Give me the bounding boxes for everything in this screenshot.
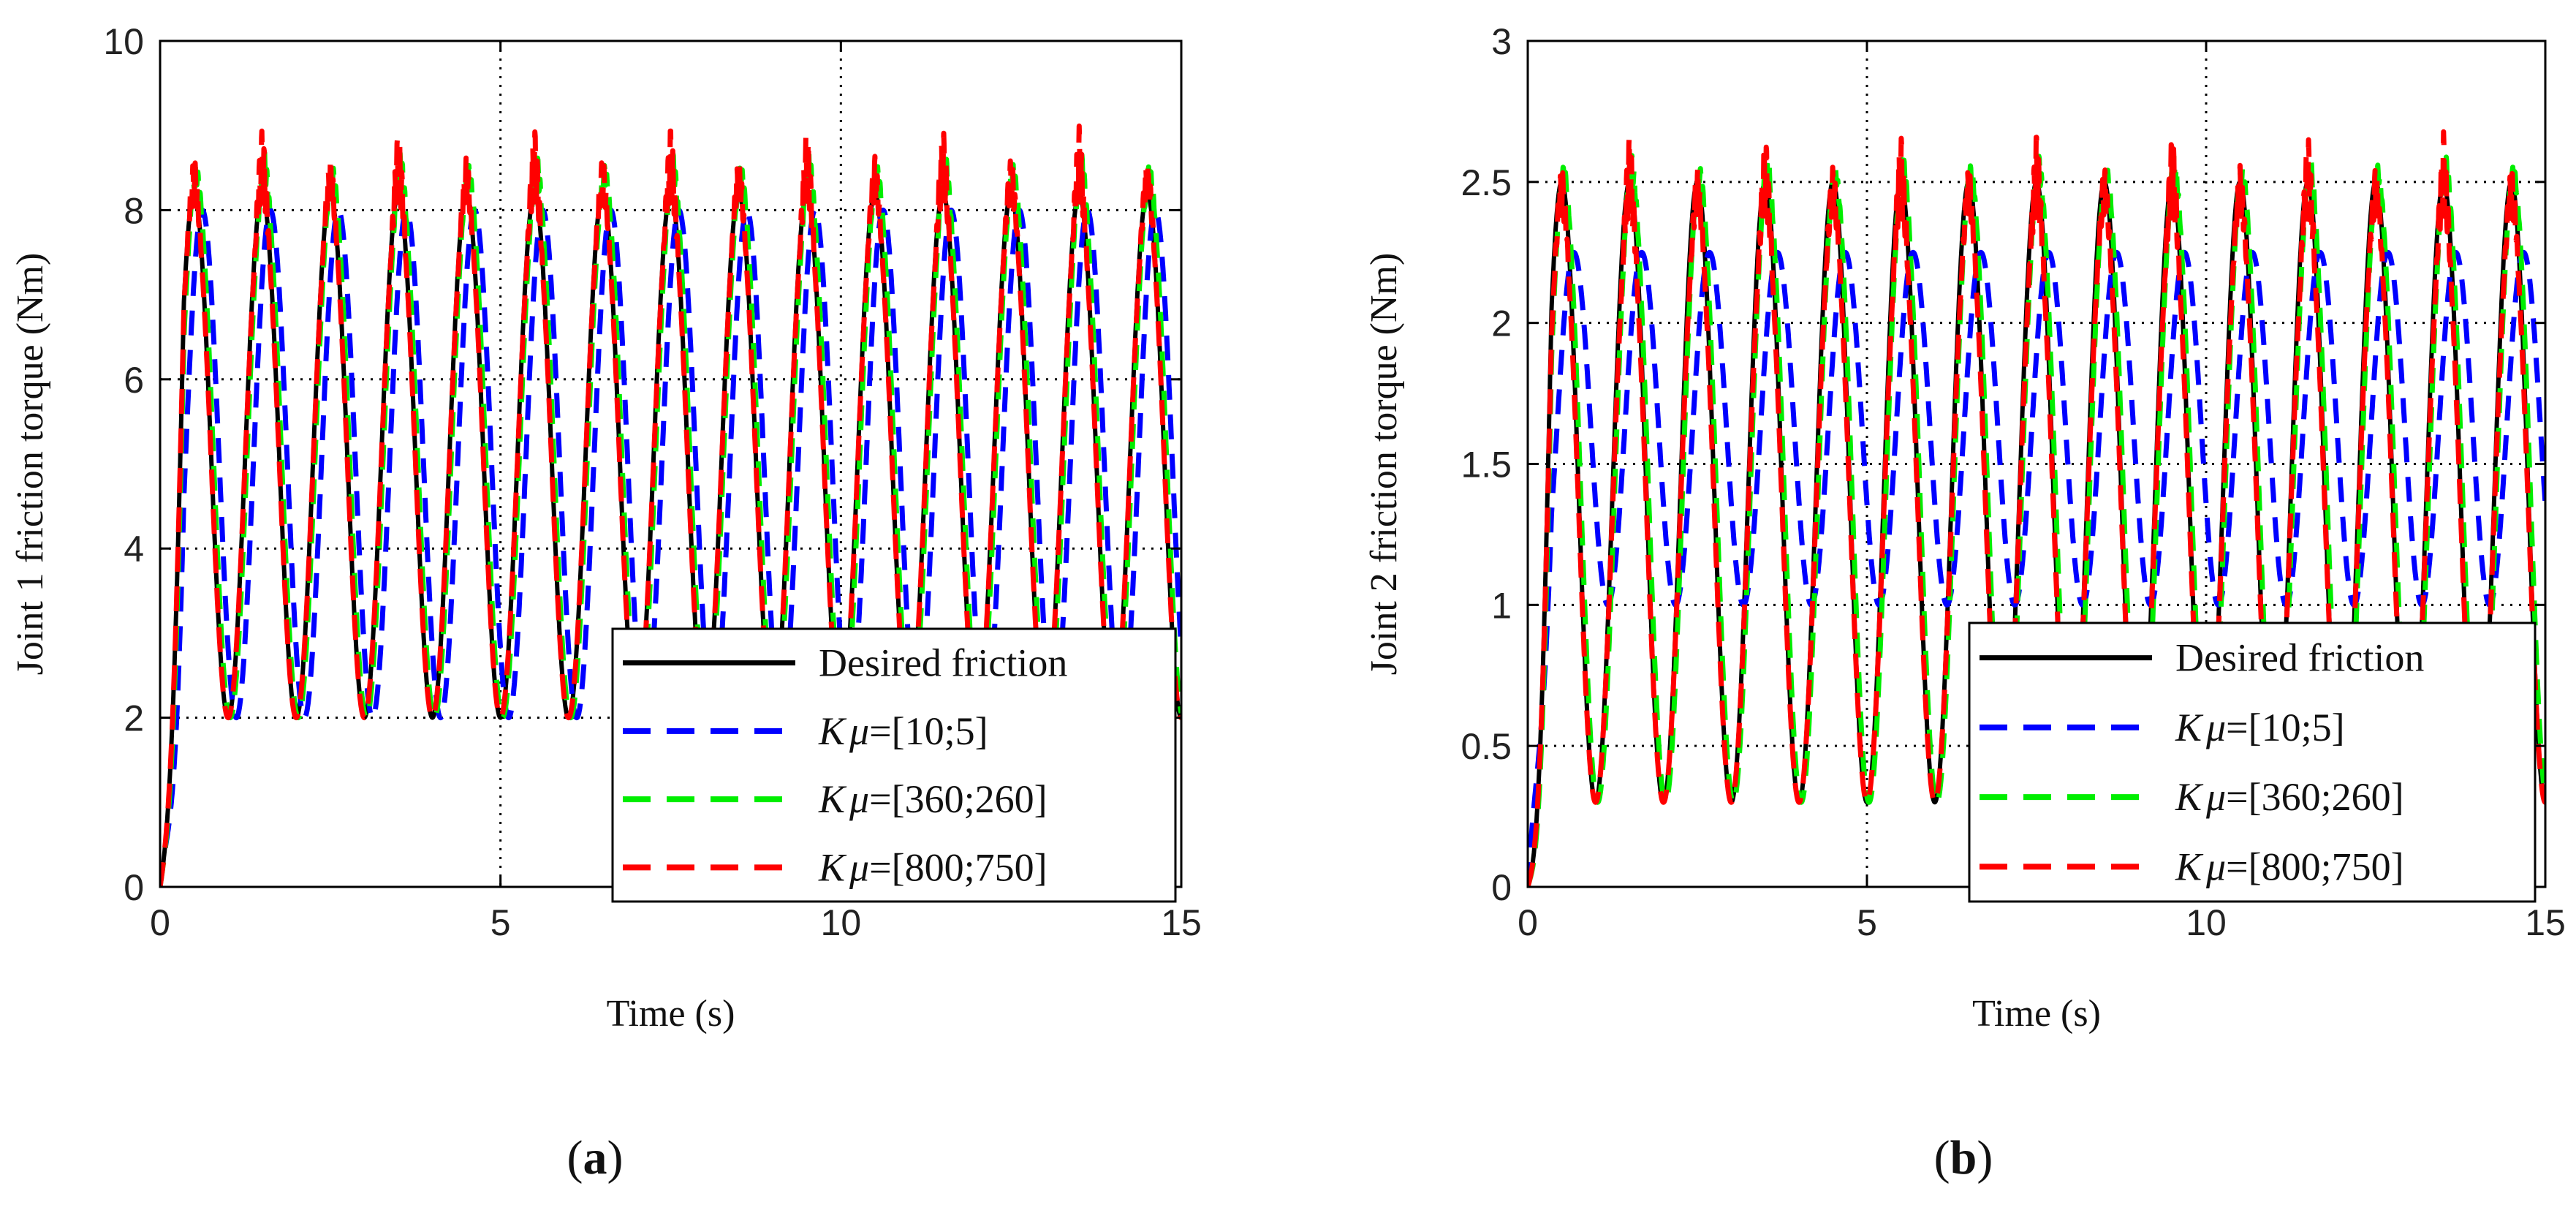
y-tick-label: 8 [124, 190, 144, 231]
y-tick-label: 0 [1491, 867, 1512, 908]
x-tick-label: 15 [2525, 902, 2566, 943]
y-tick-label: 1 [1491, 585, 1512, 626]
panel-a-chart: 0 5 10 15 0 2 4 6 8 10 Time (s) Joint 1 friction to… [10, 21, 1202, 1035]
series-line [160, 207, 1181, 887]
legend-box [611, 627, 1177, 903]
legend: Desired friction K μ=[10;5] K μ=[360;260] K μ=… [1968, 621, 2537, 903]
series-line [160, 123, 1181, 887]
x-tick-label: 0 [1518, 902, 1538, 943]
legend-box [1968, 621, 2537, 903]
x-tick-label: 15 [1161, 902, 1202, 943]
y-tick-label: 1.5 [1461, 445, 1512, 485]
panel-b-caption: (b) [1934, 1131, 1993, 1184]
y-axis-label: Joint 1 friction torque (Nm) [10, 253, 51, 676]
x-axis-label: Time (s) [1972, 993, 2101, 1035]
y-tick-label: 0 [124, 867, 144, 908]
legend-label: Desired friction [819, 641, 1067, 685]
series-line [1528, 129, 2545, 887]
legend: Desired friction K μ=[10;5] K μ=[360;260] K μ=… [611, 627, 1177, 903]
x-tick-label: 10 [2186, 902, 2227, 943]
y-tick-label: 6 [124, 360, 144, 401]
y-tick-label: 10 [103, 21, 144, 62]
y-tick-label: 3 [1491, 21, 1512, 62]
x-axis-label: Time (s) [607, 993, 735, 1035]
x-tick-label: 0 [150, 902, 170, 943]
panel-a-caption: (a) [567, 1131, 624, 1184]
y-axis-label: Joint 2 friction torque (Nm) [1363, 253, 1405, 676]
x-tick-label: 5 [1857, 902, 1877, 943]
series-group [1528, 129, 2545, 887]
x-tick-label: 5 [490, 902, 511, 943]
y-tick-label: 4 [124, 529, 144, 570]
y-tick-label: 2.5 [1461, 162, 1512, 203]
y-tick-label: 0.5 [1461, 726, 1512, 767]
legend-label: Desired friction [2175, 636, 2424, 680]
series-group [160, 123, 1181, 887]
panel-b-chart: 0 5 10 15 0 0.5 1 1.5 2 2.5 3 Time (s) Joint 2 frict… [1363, 21, 2566, 1035]
series-line [1528, 249, 2545, 887]
y-tick-label: 2 [124, 698, 144, 739]
x-tick-label: 10 [821, 902, 862, 943]
y-tick-label: 2 [1491, 303, 1512, 344]
